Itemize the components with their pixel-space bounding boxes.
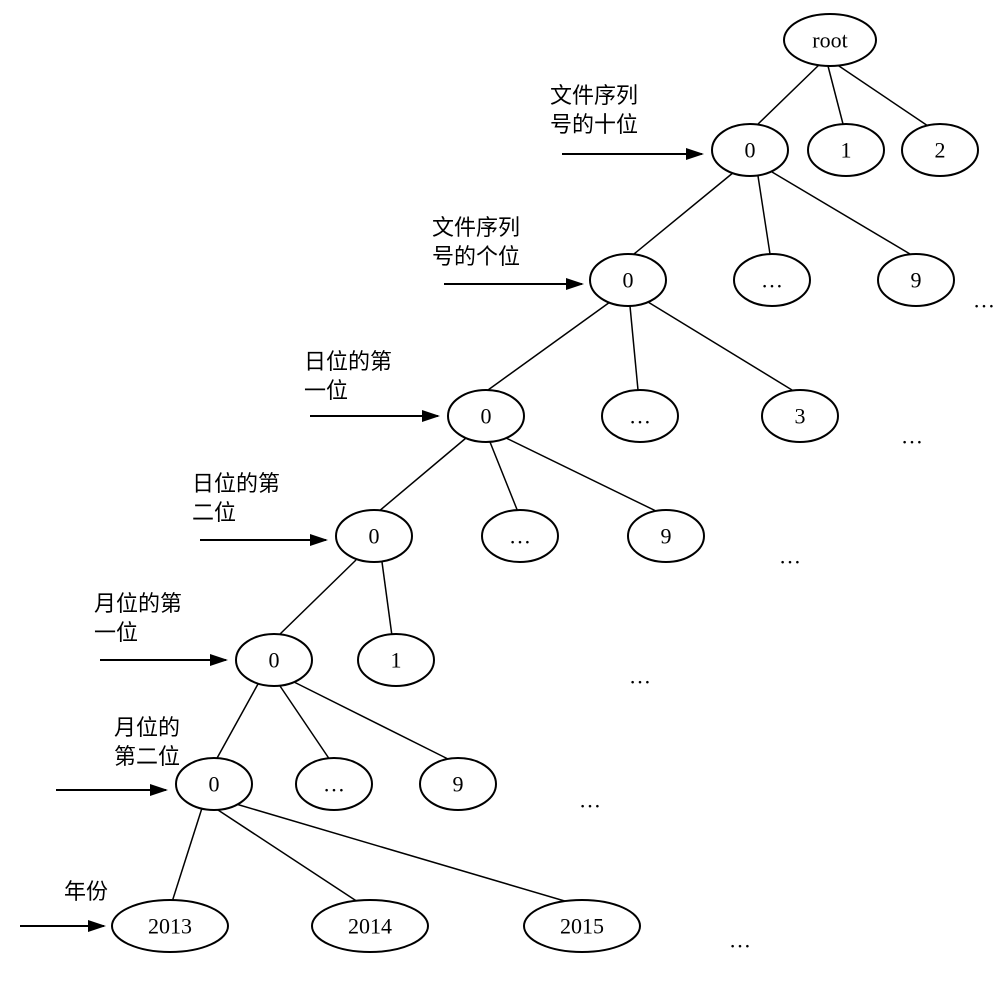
l6-trail-dots: … xyxy=(579,788,601,813)
label-l7: 年份 xyxy=(64,878,108,907)
l5-trail-dots: … xyxy=(629,664,651,689)
node-root: root xyxy=(812,28,847,53)
l3-trail-dots: … xyxy=(901,424,923,449)
label-l1: 文件序列 号的十位 xyxy=(550,82,638,139)
node-l1-0: 0 xyxy=(745,138,756,163)
node-l3-3: 3 xyxy=(795,404,806,429)
l2-trail-dots: … xyxy=(973,288,995,313)
node-l5-1: 1 xyxy=(391,648,402,673)
node-l6-9: 9 xyxy=(453,772,464,797)
l4-trail-dots: … xyxy=(779,544,801,569)
label-l5: 月位的第 一位 xyxy=(94,590,182,647)
node-l4-dots: … xyxy=(509,524,531,549)
node-l1-2: 2 xyxy=(935,138,946,163)
node-l1-1: 1 xyxy=(841,138,852,163)
node-l4-9: 9 xyxy=(661,524,672,549)
node-l6-0: 0 xyxy=(209,772,220,797)
node-l2-0: 0 xyxy=(623,268,634,293)
node-l3-dots: … xyxy=(629,404,651,429)
node-2013: 2013 xyxy=(148,914,192,939)
node-2015: 2015 xyxy=(560,914,604,939)
node-l6-dots: … xyxy=(323,772,345,797)
node-l5-0: 0 xyxy=(269,648,280,673)
label-l6: 月位的 第二位 xyxy=(114,714,180,771)
node-l3-0: 0 xyxy=(481,404,492,429)
label-l3: 日位的第 一位 xyxy=(304,348,392,405)
node-l2-9: 9 xyxy=(911,268,922,293)
node-2014: 2014 xyxy=(348,914,392,939)
node-l2-dots: … xyxy=(761,268,783,293)
label-l2: 文件序列 号的个位 xyxy=(432,214,520,271)
node-l4-0: 0 xyxy=(369,524,380,549)
label-l4: 日位的第 二位 xyxy=(192,470,280,527)
l7-trail-dots: … xyxy=(729,928,751,953)
